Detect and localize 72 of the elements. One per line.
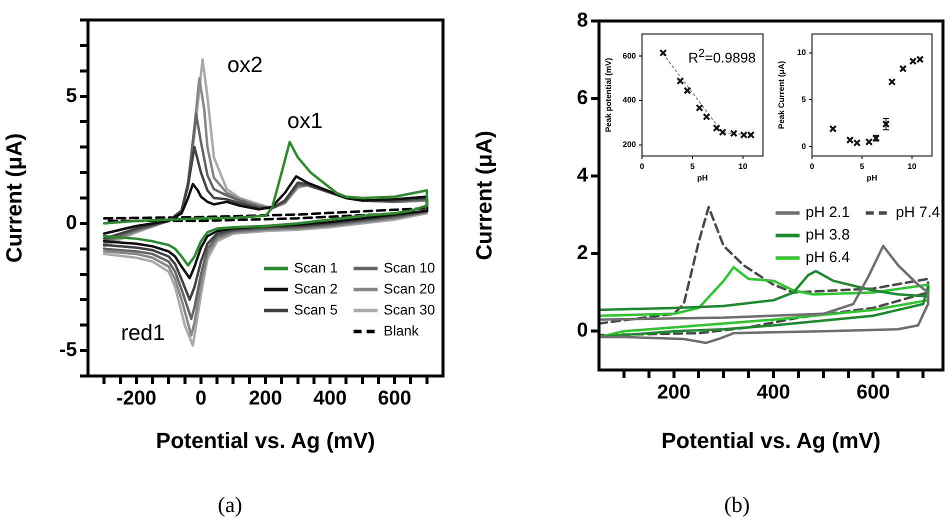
annotation: red1 <box>120 320 166 346</box>
point <box>659 49 668 57</box>
y-tick-label: 2 <box>576 242 588 264</box>
y-tick-label: 0 <box>66 212 77 234</box>
legend-label: pH 6.4 <box>806 249 850 266</box>
x-axis-title: pH <box>866 173 878 182</box>
annotation: ox2 <box>227 52 263 78</box>
y-tick-label: 400 <box>622 96 637 105</box>
x-tick-label: 400 <box>313 388 347 410</box>
x-axis-title: Potential vs. Ag (mV) <box>661 428 881 453</box>
point <box>853 139 861 147</box>
legend-label: pH 2.1 <box>806 204 850 222</box>
x-tick-label: 600 <box>856 382 890 404</box>
legend-label: Scan 2 <box>294 280 338 296</box>
legend-label: Scan 5 <box>294 301 338 318</box>
x-axis-title: Potential vs. Ag (mV) <box>156 428 376 453</box>
y-tick-label: 5 <box>802 94 807 104</box>
y-tick-label: 0 <box>576 320 588 342</box>
point <box>747 131 755 139</box>
point <box>882 120 890 128</box>
point <box>846 136 854 144</box>
x-axis-title: pH <box>697 173 708 182</box>
x-tick-label: 5 <box>690 162 696 172</box>
point <box>712 124 720 132</box>
point <box>676 77 684 85</box>
annotation: R$^{2}$=0.9898 <box>688 46 756 66</box>
x-tick-label: 0 <box>195 388 207 410</box>
point <box>730 130 738 138</box>
y-axis-title: Current (μA) <box>1 133 26 263</box>
legend-label: Scan 10 <box>384 259 436 276</box>
y-tick-label: 200 <box>622 140 637 150</box>
legend-label: Blank <box>384 322 420 338</box>
point <box>865 138 873 146</box>
point <box>696 104 704 112</box>
point <box>702 112 710 121</box>
y-axis-title: Peak Current (μA) <box>777 60 786 130</box>
x-tick-label: 0 <box>810 162 815 172</box>
x-tick-label: 200 <box>248 388 282 410</box>
point <box>740 131 748 139</box>
point <box>899 64 907 73</box>
text: (b) <box>724 492 750 518</box>
point <box>916 56 924 64</box>
legend-label: Scan 1 <box>294 259 338 276</box>
legend-label: Scan 30 <box>384 301 436 318</box>
y-tick-label: 5 <box>66 84 77 107</box>
legend-label: Scan 20 <box>384 280 436 296</box>
x-tick-label: 600 <box>378 388 412 410</box>
point <box>829 124 837 133</box>
point <box>909 57 917 66</box>
y-tick-label: 8 <box>576 10 588 32</box>
x-tick-label: 10 <box>908 162 917 172</box>
y-tick-label: 0 <box>802 142 807 151</box>
point <box>718 128 726 136</box>
y-tick-label: -5 <box>59 339 77 362</box>
y-tick-label: 6 <box>576 87 588 110</box>
legend-label: pH 7.4 <box>896 204 940 222</box>
x-tick-label: 5 <box>860 162 865 172</box>
point <box>888 78 896 86</box>
y-axis-title: Current (μA) <box>471 130 496 260</box>
y-axis-title: Peak potential (mV) <box>604 58 614 132</box>
y-tick-label: 10 <box>797 48 807 57</box>
x-tick-label: 200 <box>657 382 690 404</box>
y-tick-label: 600 <box>622 51 637 60</box>
x-tick-label: 0 <box>640 162 645 172</box>
x-tick-label: 400 <box>756 382 790 404</box>
legend-label: pH 3.8 <box>806 226 850 244</box>
text: (a) <box>218 492 242 518</box>
x-tick-label: 10 <box>738 162 748 172</box>
x-tick-label: -200 <box>116 388 156 410</box>
annotation: ox1 <box>287 108 323 134</box>
point <box>684 86 692 94</box>
y-tick-label: 4 <box>576 164 589 187</box>
